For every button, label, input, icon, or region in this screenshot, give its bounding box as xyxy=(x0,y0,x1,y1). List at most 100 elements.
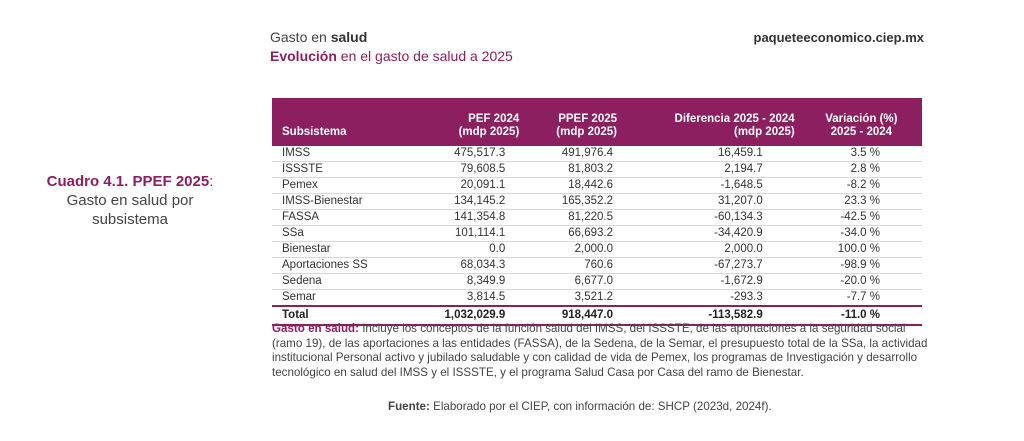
note-label: Gasto en salud: xyxy=(272,322,359,335)
table-row: ISSSTE 79,608.5 81,803.2 2,194.7 2.8 % xyxy=(272,161,922,178)
cell: -8.2 % xyxy=(800,177,922,194)
health-spending-table: Subsistema PEF 2024 (mdp 2025) PPEF 2025(… xyxy=(272,98,922,326)
table-row: IMSS-Bienestar 134,145.2 165,352.2 31,207.0… xyxy=(272,193,922,210)
cell: Sedena xyxy=(272,273,409,290)
cell: ISSSTE xyxy=(272,161,409,178)
col-header-line: (mdp 2025) xyxy=(458,126,520,138)
section-title: Gasto en salud xyxy=(270,28,513,46)
cell: 3,814.5 xyxy=(408,289,526,307)
cell: -60,134.3 xyxy=(623,209,801,226)
cell: -1,648.5 xyxy=(623,177,801,194)
cell: 100.0 % xyxy=(800,241,922,258)
source-text: Elaborado por el CIEP, con información d… xyxy=(429,400,772,413)
cell: 16,459.1 xyxy=(623,146,801,162)
site-url: paqueteeconomico.ciep.mx xyxy=(753,30,925,45)
cell: 134,145.2 xyxy=(408,193,526,210)
cell: 68,034.3 xyxy=(408,257,526,274)
col-header-line: Variación (%) xyxy=(825,113,898,125)
table-row: SSa 101,114.1 66,693.2 -34,420.9 -34.0 % xyxy=(272,225,922,242)
cell: -98.9 % xyxy=(800,257,922,274)
cell: -293.3 xyxy=(623,289,801,307)
cell: 81,803.2 xyxy=(525,161,624,178)
cell: -34.0 % xyxy=(800,225,922,242)
cell: 475,517.3 xyxy=(408,146,526,162)
cell: 66,693.2 xyxy=(525,225,624,242)
total-cell: 1,032,029.9 xyxy=(408,305,526,326)
col-header-line: PPEF 2025 xyxy=(558,113,618,125)
table-row: Bienestar 0.0 2,000.0 2,000.0 100.0 % xyxy=(272,241,922,258)
cell: Bienestar xyxy=(272,241,409,258)
caption-text: Gasto en salud por subsistema xyxy=(66,192,194,228)
cell: 20,091.1 xyxy=(408,177,526,194)
cell: 165,352.2 xyxy=(525,193,624,210)
table-row: Pemex 20,091.1 18,442.6 -1,648.5 -8.2 % xyxy=(272,177,922,194)
caption-label: Cuadro 4.1. PPEF 2025 xyxy=(46,173,210,190)
total-cell: -11.0 % xyxy=(800,305,922,326)
col-header-subsistema: Subsistema xyxy=(272,110,409,142)
cell: 3,521.2 xyxy=(525,289,624,307)
col-header-line: 2025 - 2024 xyxy=(830,126,893,138)
subtitle-rest: en el gasto de salud a 2025 xyxy=(336,48,513,64)
table-note: Gasto en salud: Incluye los conceptos de… xyxy=(272,322,932,380)
col-header-line: (mdp 2025) xyxy=(734,126,795,138)
cell: 8,349.9 xyxy=(408,273,526,290)
table-caption: Cuadro 4.1. PPEF 2025: Gasto en salud po… xyxy=(30,172,230,229)
source-label: Fuente: xyxy=(388,400,430,413)
caption-colon: : xyxy=(209,173,214,190)
cell: 2,000.0 xyxy=(525,241,624,258)
total-cell: -113,582.9 xyxy=(623,305,801,326)
cell: -34,420.9 xyxy=(623,225,801,242)
cell: 0.0 xyxy=(408,241,526,258)
cell: -20.0 % xyxy=(800,273,922,290)
total-cell: 918,447.0 xyxy=(525,305,624,326)
col-header-line: (mdp 2025) xyxy=(556,126,618,138)
cell: 3.5 % xyxy=(800,146,922,162)
cell: Semar xyxy=(272,289,409,307)
cell: -1,672.9 xyxy=(623,273,801,290)
cell: 101,114.1 xyxy=(408,225,526,242)
col-header-line: PEF 2024 xyxy=(468,113,520,125)
page-header: Gasto en salud Evolución en el gasto de … xyxy=(270,28,513,66)
col-header-line: Subsistema xyxy=(282,126,347,138)
cell: 31,207.0 xyxy=(623,193,801,210)
subtitle: Evolución en el gasto de salud a 2025 xyxy=(270,46,513,66)
cell: IMSS xyxy=(272,146,409,162)
table-source: Fuente: Elaborado por el CIEP, con infor… xyxy=(388,400,772,413)
table-row: Sedena 8,349.9 6,677.0 -1,672.9 -20.0 % xyxy=(272,273,922,290)
cell: 18,442.6 xyxy=(525,177,624,194)
cell: Pemex xyxy=(272,177,409,194)
cell: IMSS-Bienestar xyxy=(272,193,409,210)
cell: 760.6 xyxy=(525,257,624,274)
col-header-pef2024: PEF 2024 (mdp 2025) xyxy=(408,110,526,142)
cell: -67,273.7 xyxy=(623,257,801,274)
table-header-row: Subsistema PEF 2024 (mdp 2025) PPEF 2025(… xyxy=(272,110,922,142)
col-header-ppef2025: PPEF 2025 (mdp 2025) xyxy=(525,110,624,142)
table-total-row: Total 1,032,029.9 918,447.0 -113,582.9 -11.0… xyxy=(272,305,922,326)
table-row: Semar 3,814.5 3,521.2 -293.3 -7.7 % xyxy=(272,289,922,307)
cell: Aportaciones SS xyxy=(272,257,409,274)
total-cell: Total xyxy=(272,305,409,326)
table-row: Aportaciones SS 68,034.3 760.6 -67,273.7 -98… xyxy=(272,257,922,274)
cell: SSa xyxy=(272,225,409,242)
section-title-prefix: Gasto en xyxy=(270,29,331,45)
cell: 491,976.4 xyxy=(525,146,624,162)
section-title-bold: salud xyxy=(330,29,368,45)
col-header-line: Diferencia 2025 - 2024 xyxy=(674,113,795,125)
col-header-variacion: Variación (%) 2025 - 2024 xyxy=(800,110,922,142)
col-header-diferencia: Diferencia 2025 - 2024 (mdp 2025) xyxy=(623,110,801,142)
table-row: IMSS 475,517.3 491,976.4 16,459.1 3.5 % xyxy=(272,146,922,162)
subtitle-bold: Evolución xyxy=(270,48,337,64)
note-text: Incluye los conceptos de la función salu… xyxy=(272,322,928,379)
cell: FASSA xyxy=(272,209,409,226)
cell: -42.5 % xyxy=(800,209,922,226)
cell: 2,000.0 xyxy=(623,241,801,258)
cell: 81,220.5 xyxy=(525,209,624,226)
cell: -7.7 % xyxy=(800,289,922,307)
cell: 23.3 % xyxy=(800,193,922,210)
cell: 6,677.0 xyxy=(525,273,624,290)
table-row: FASSA 141,354.8 81,220.5 -60,134.3 -42.5 % xyxy=(272,209,922,226)
cell: 141,354.8 xyxy=(408,209,526,226)
cell: 79,608.5 xyxy=(408,161,526,178)
cell: 2,194.7 xyxy=(623,161,801,178)
cell: 2.8 % xyxy=(800,161,922,178)
